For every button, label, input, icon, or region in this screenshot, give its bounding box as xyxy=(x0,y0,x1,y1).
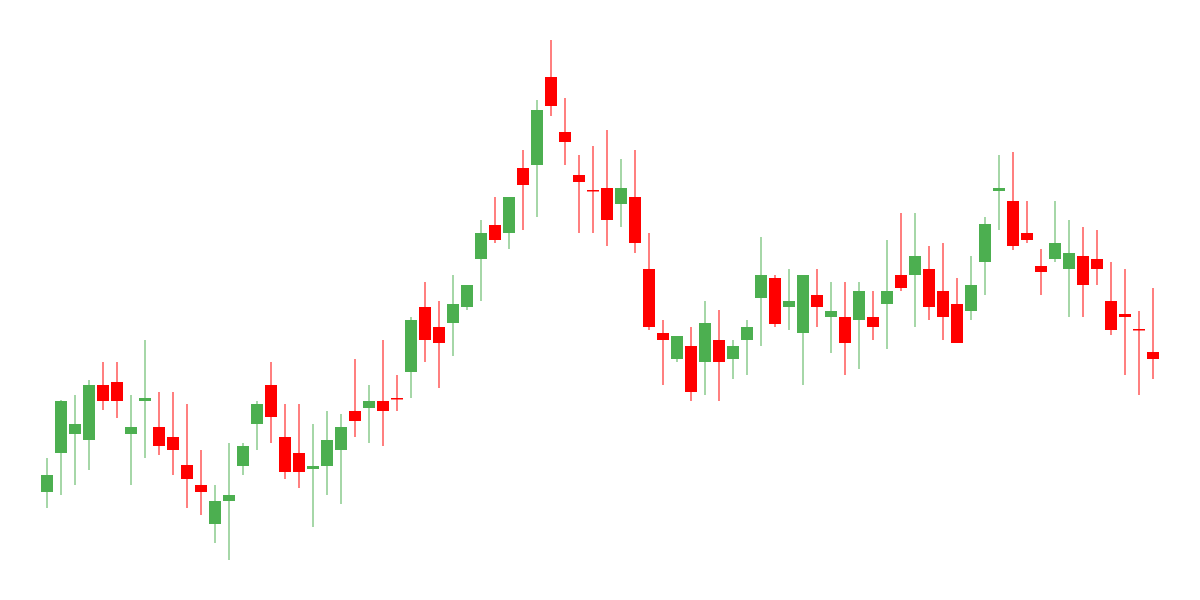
candle-body xyxy=(657,333,669,340)
candle-body xyxy=(727,346,739,359)
candle-body xyxy=(1105,301,1117,330)
candle-body xyxy=(209,501,221,524)
candle-body xyxy=(545,77,557,106)
candle-body xyxy=(503,197,515,233)
candle-body xyxy=(993,188,1005,191)
candle-body xyxy=(895,275,907,288)
candle-body xyxy=(923,269,935,307)
candle-body xyxy=(461,285,473,307)
candle-body xyxy=(881,291,893,304)
candle-body xyxy=(811,295,823,307)
candle-body xyxy=(1091,259,1103,269)
candle-body xyxy=(153,427,165,446)
candle-body xyxy=(531,110,543,165)
candle-body xyxy=(1035,266,1047,272)
candle-body xyxy=(629,197,641,243)
candle-body xyxy=(447,304,459,323)
candle-body xyxy=(1147,352,1159,359)
candle-body xyxy=(111,382,123,401)
candle-body xyxy=(853,291,865,320)
candle-body xyxy=(377,401,389,411)
candle-body xyxy=(769,278,781,324)
candle-body xyxy=(839,317,851,343)
candle-body xyxy=(825,311,837,317)
candle-body xyxy=(419,307,431,340)
candle-body xyxy=(293,453,305,472)
candle-body xyxy=(671,336,683,359)
candle-body xyxy=(1007,201,1019,246)
candle-body xyxy=(979,224,991,262)
candle-body xyxy=(643,269,655,327)
candle-body xyxy=(433,327,445,343)
candle-body xyxy=(251,404,263,424)
candle-body xyxy=(405,320,417,372)
candle-body xyxy=(181,465,193,479)
candle-body xyxy=(335,427,347,450)
candle-body xyxy=(741,327,753,340)
candle-body xyxy=(951,304,963,343)
candle-body xyxy=(685,346,697,392)
candle-body xyxy=(573,175,585,182)
candle-body xyxy=(1077,256,1089,285)
candle-body xyxy=(1021,233,1033,240)
candle-body xyxy=(223,495,235,501)
candle-body xyxy=(349,411,361,421)
candle-body xyxy=(55,401,67,453)
candle-body xyxy=(83,385,95,440)
candle-body xyxy=(321,440,333,466)
candle-body xyxy=(965,285,977,311)
candle-body xyxy=(601,188,613,220)
candle-body xyxy=(265,385,277,417)
candle-body xyxy=(699,323,711,362)
candle-body xyxy=(909,256,921,275)
candle-body xyxy=(615,188,627,204)
candle-body xyxy=(391,398,403,400)
candle-body xyxy=(195,485,207,492)
candle-body xyxy=(867,317,879,327)
candle-body xyxy=(167,437,179,450)
candle-body xyxy=(783,301,795,307)
candle-body xyxy=(279,437,291,472)
candle-body xyxy=(1049,243,1061,259)
candle-body xyxy=(41,475,53,492)
candle-body xyxy=(97,385,109,401)
candle-body xyxy=(755,275,767,298)
candle-body xyxy=(475,233,487,259)
candle-body xyxy=(125,427,137,434)
candle-body xyxy=(1119,314,1131,317)
candle-body xyxy=(489,225,501,240)
candle-body xyxy=(559,132,571,142)
candle-body xyxy=(307,466,319,469)
candle-body xyxy=(363,401,375,408)
candle-body xyxy=(1133,329,1145,331)
candle-body xyxy=(937,291,949,317)
candle-body xyxy=(713,340,725,362)
candle-body xyxy=(587,190,599,192)
candle-body xyxy=(69,424,81,434)
candle-body xyxy=(1063,253,1075,269)
candle-body xyxy=(517,168,529,185)
candle-body xyxy=(237,446,249,466)
candle-body xyxy=(797,275,809,333)
candle-body xyxy=(139,398,151,401)
